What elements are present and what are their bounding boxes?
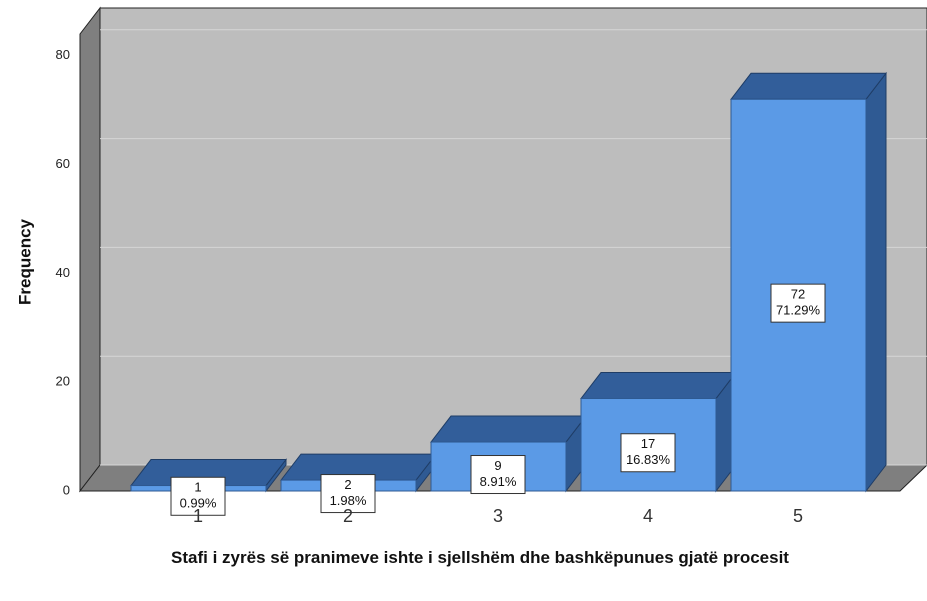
data-label: 71.29% xyxy=(776,303,821,318)
left-wall xyxy=(79,6,101,493)
x-tick-label: 3 xyxy=(493,506,503,526)
data-label: 8.91% xyxy=(480,474,517,489)
bar-top xyxy=(429,415,588,443)
data-label: 17 xyxy=(641,436,655,451)
data-label: 16.83% xyxy=(626,452,671,467)
y-tick-label: 80 xyxy=(56,47,70,62)
y-tick-label: 40 xyxy=(56,265,70,280)
bar-top xyxy=(729,72,888,100)
y-tick-label: 60 xyxy=(56,156,70,171)
data-label-box xyxy=(320,474,376,514)
data-label: 1 xyxy=(194,480,201,495)
y-axis-label: Frequency xyxy=(15,218,34,305)
x-axis-label: Stafi i zyrës së pranimeve ishte i sjell… xyxy=(171,548,789,567)
bar-top xyxy=(579,372,738,400)
data-label-box xyxy=(620,433,676,473)
data-label-box xyxy=(170,476,226,516)
chart: Frequency 0 20 40 60 80 10.99%1 21.98%2 98.91% 3… xyxy=(15,6,927,526)
x-tick-label: 2 xyxy=(343,506,353,526)
x-tick-label: 1 xyxy=(193,506,203,526)
bar xyxy=(730,98,867,492)
x-tick-label: 4 xyxy=(643,506,653,526)
data-label: 9 xyxy=(494,458,501,473)
data-label: 1.98% xyxy=(330,493,367,508)
y-tick-label: 0 xyxy=(63,482,70,497)
data-label-box xyxy=(470,455,526,495)
data-label: 72 xyxy=(791,287,805,302)
data-label: 2 xyxy=(344,477,351,492)
data-label-box xyxy=(770,283,826,323)
y-tick-label: 20 xyxy=(56,374,70,389)
bar-side xyxy=(865,71,887,493)
x-tick-label: 5 xyxy=(793,506,803,526)
data-label: 0.99% xyxy=(180,496,217,511)
